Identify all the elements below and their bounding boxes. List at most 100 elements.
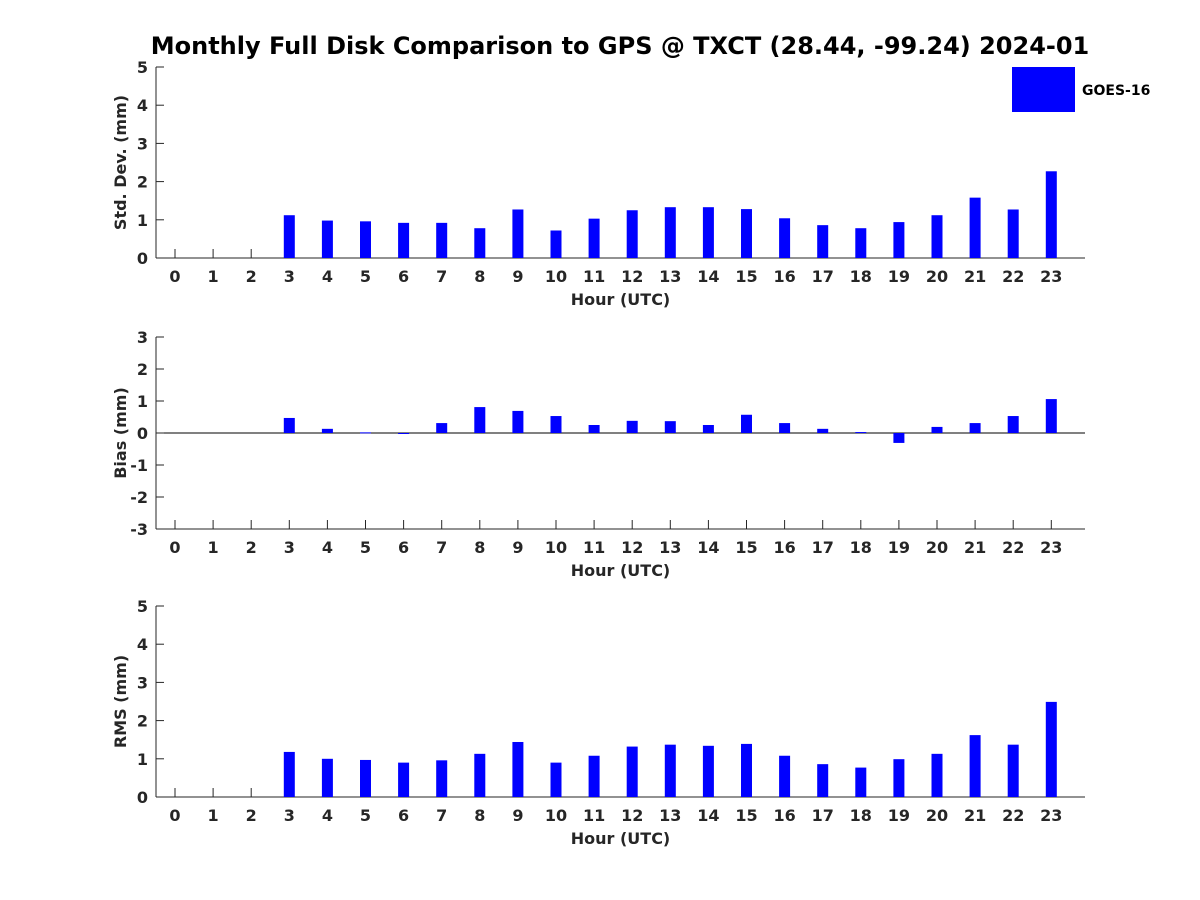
y-tick-label: 5 [137, 58, 148, 77]
x-tick-label: 20 [926, 538, 948, 557]
x-tick-label: 10 [545, 806, 567, 825]
x-tick-label: 21 [964, 267, 986, 286]
x-tick-label: 14 [697, 538, 719, 557]
legend-swatch [1012, 67, 1075, 112]
bar [360, 759, 371, 797]
bar [702, 745, 714, 797]
x-tick-label: 19 [888, 267, 910, 286]
x-tick-label: 17 [812, 538, 834, 557]
bar [283, 417, 295, 433]
y-tick-label: 1 [137, 392, 148, 411]
legend: GOES-16 [1012, 67, 1150, 112]
bar [321, 758, 333, 797]
x-tick-label: 22 [1002, 538, 1024, 557]
x-tick-label: 13 [659, 538, 681, 557]
bar [398, 433, 410, 434]
x-tick-label: 15 [735, 806, 757, 825]
x-tick-label: 20 [926, 806, 948, 825]
x-tick-label: 16 [773, 538, 795, 557]
y-tick-label: 0 [137, 249, 148, 268]
x-tick-label: 22 [1002, 267, 1024, 286]
bar [969, 735, 981, 797]
y-tick-label: 0 [137, 424, 148, 443]
x-tick-label: 7 [436, 538, 447, 557]
bar [817, 428, 829, 433]
x-tick-label: 4 [322, 806, 333, 825]
bar [550, 416, 562, 433]
bar [855, 228, 867, 258]
x-tick-label: 21 [964, 806, 986, 825]
bar [741, 209, 752, 258]
bar [1045, 701, 1057, 797]
x-tick-label: 7 [436, 806, 447, 825]
x-tick-label: 18 [850, 267, 872, 286]
x-tick-label: 1 [208, 267, 219, 286]
y-tick-label: 2 [137, 173, 148, 192]
y-tick-label: 4 [137, 635, 148, 654]
y-axis-label: RMS (mm) [111, 655, 130, 748]
x-tick-label: 16 [773, 806, 795, 825]
bar [779, 423, 791, 433]
y-tick-label: 2 [137, 712, 148, 731]
bar [436, 423, 448, 433]
bar [664, 207, 676, 258]
bar [1045, 399, 1057, 433]
x-axis-label: Hour (UTC) [571, 829, 671, 848]
x-tick-label: 20 [926, 267, 948, 286]
x-tick-label: 6 [398, 538, 409, 557]
y-tick-label: 3 [137, 328, 148, 347]
x-tick-label: 5 [360, 538, 371, 557]
y-tick-label: 3 [137, 673, 148, 692]
x-tick-label: 14 [697, 267, 719, 286]
x-tick-label: 0 [169, 538, 180, 557]
x-tick-label: 5 [360, 267, 371, 286]
x-tick-label: 12 [621, 267, 643, 286]
bar [321, 220, 333, 258]
x-tick-label: 3 [284, 538, 295, 557]
bar [626, 746, 638, 797]
x-tick-label: 12 [621, 806, 643, 825]
y-tick-label: 4 [137, 96, 148, 115]
y-tick-label: -1 [130, 456, 148, 475]
x-tick-label: 6 [398, 806, 409, 825]
bar [512, 209, 524, 258]
y-tick-label: 0 [137, 788, 148, 807]
bar [893, 222, 905, 258]
bar [550, 762, 562, 797]
bar [1007, 209, 1019, 258]
y-axis-label: Bias (mm) [111, 387, 130, 479]
x-tick-label: 3 [284, 806, 295, 825]
bar [474, 407, 486, 433]
x-tick-label: 19 [888, 806, 910, 825]
x-tick-label: 11 [583, 267, 605, 286]
x-axis-label: Hour (UTC) [571, 290, 671, 309]
bar [664, 421, 676, 433]
x-tick-label: 23 [1040, 267, 1062, 286]
x-tick-label: 13 [659, 267, 681, 286]
x-tick-label: 2 [246, 806, 257, 825]
x-tick-label: 11 [583, 806, 605, 825]
x-tick-label: 14 [697, 806, 719, 825]
bar [779, 755, 791, 797]
bar [588, 755, 600, 797]
y-tick-label: -2 [130, 488, 148, 507]
bar [1045, 171, 1057, 258]
x-tick-label: 5 [360, 806, 371, 825]
bar [893, 759, 905, 797]
x-tick-label: 1 [208, 806, 219, 825]
x-tick-label: 3 [284, 267, 295, 286]
x-tick-label: 9 [512, 806, 523, 825]
x-tick-label: 0 [169, 267, 180, 286]
x-tick-label: 23 [1040, 538, 1062, 557]
x-tick-label: 7 [436, 267, 447, 286]
bar [474, 228, 486, 258]
x-tick-label: 10 [545, 267, 567, 286]
bar [588, 218, 600, 258]
bar [360, 432, 371, 434]
bar [817, 764, 829, 797]
x-tick-label: 19 [888, 538, 910, 557]
x-tick-label: 9 [512, 267, 523, 286]
bar [398, 222, 410, 258]
